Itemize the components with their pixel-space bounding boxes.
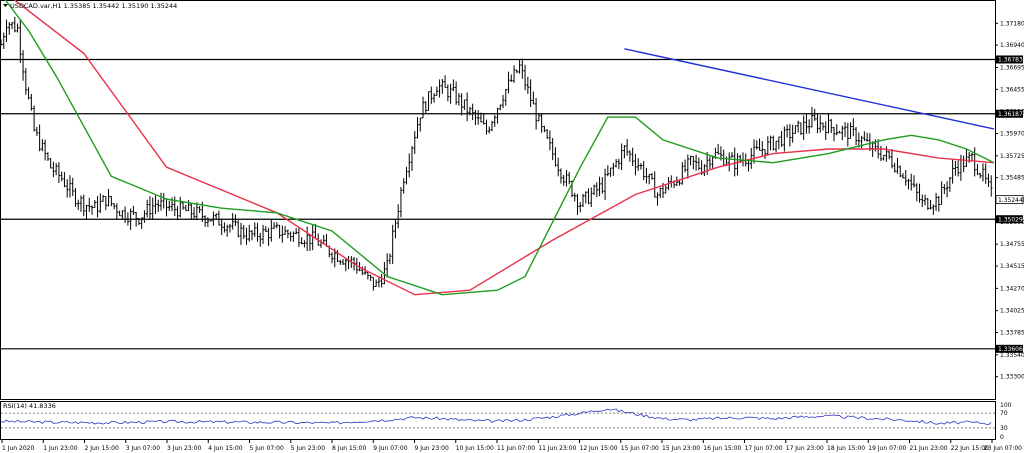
y-tick-label: 1.35485 [1000, 175, 1024, 182]
moving-average-green-line [4, 0, 995, 296]
y-tick-label: 1.34515 [1000, 263, 1024, 270]
rsi-title: RSI(14) 41.8336 [3, 402, 56, 410]
x-axis: 1 Jun 2020 1 Jun 23:00 2 Jun 15:00 3 Jun 07… [1, 440, 1022, 452]
level-badge [996, 344, 1023, 353]
symbol-header-text: USDCAD.var,H1 1.35385 1.35442 1.35190 1.… [10, 2, 177, 10]
price-bars [0, 16, 993, 291]
level-badge-label: 1.35029 [998, 216, 1023, 223]
horizontal-levels [1, 58, 995, 350]
rsi-y-tick-label: 30 [1000, 425, 1008, 432]
y-tick-label: 1.33785 [1000, 330, 1024, 337]
x-tick-label: 4 Jun 15:00 [208, 445, 242, 452]
y-tick-label: 1.33300 [1000, 374, 1024, 381]
price-badges: 1.36783 1.36187 1.35029 1.33606 1.35244 [995, 55, 1024, 353]
x-tick-label: 22 Jun 15:00 [951, 445, 989, 452]
x-tick-label: 5 Jun 07:00 [250, 445, 284, 452]
y-tick-label: 1.34025 [1000, 308, 1024, 315]
x-tick-label: 17 Jun 23:00 [786, 445, 824, 452]
x-tick-label: 8 Jun 15:00 [332, 445, 366, 452]
rsi-plot-frame [0, 401, 996, 440]
x-tick-label: 5 Jun 23:00 [291, 445, 325, 452]
x-tick-label: 2 Jun 15:00 [85, 445, 119, 452]
y-tick-label: 1.35725 [1000, 153, 1024, 160]
level-badge-label: 1.33606 [998, 346, 1023, 353]
y-tick-label: 1.36940 [1000, 42, 1024, 49]
y-tick-label: 1.37180 [1000, 20, 1024, 27]
level-badge [996, 109, 1023, 118]
chart-header: USDCAD.var,H1 1.35385 1.35442 1.35190 1.… [3, 2, 177, 10]
current-price-label: 1.35244 [998, 197, 1023, 204]
x-tick-label: 9 Jun 07:00 [373, 445, 407, 452]
level-badge-label: 1.36783 [998, 57, 1023, 64]
x-tick-label: 19 Jun 07:00 [868, 445, 906, 452]
dropdown-triangle-icon[interactable] [3, 4, 8, 7]
x-tick-label: 9 Jun 23:00 [415, 445, 449, 452]
level-badge [996, 215, 1023, 224]
trendline[interactable] [624, 48, 995, 130]
y-tick-label: 1.35970 [1000, 131, 1024, 138]
x-tick-label: 1 Jun 2020 [2, 445, 34, 452]
y-tick-label: 1.34270 [1000, 285, 1024, 292]
x-tick-label: 3 Jun 23:00 [167, 445, 201, 452]
x-tick-label: 11 Jun 23:00 [538, 445, 576, 452]
x-tick-label: 10 Jun 15:00 [456, 445, 494, 452]
y-tick-label: 1.36455 [1000, 86, 1024, 93]
moving-average-red-line [13, 0, 995, 296]
x-tick-label: 3 Jun 07:00 [126, 445, 160, 452]
indicator-lines [4, 0, 995, 296]
x-tick-label: 18 Jun 15:00 [827, 445, 865, 452]
y-tick-label: 1.36695 [1000, 64, 1024, 71]
x-tick-label: 21 Jun 23:00 [910, 445, 948, 452]
x-tick-label: 17 Jun 07:00 [745, 445, 783, 452]
x-tick-label: 16 Jun 15:00 [703, 445, 741, 452]
x-tick-label: 11 Jun 07:00 [497, 445, 535, 452]
x-tick-label: 23 Jun 07:00 [984, 445, 1022, 452]
level-badge-label: 1.36187 [998, 111, 1023, 118]
rsi-y-tick-label: 0 [1000, 434, 1004, 441]
rsi-y-tick-label: 70 [1000, 410, 1008, 417]
x-tick-label: 15 Jun 07:00 [621, 445, 659, 452]
y-tick-label: 1.34755 [1000, 241, 1024, 248]
x-tick-label: 15 Jun 23:00 [662, 445, 700, 452]
x-tick-label: 1 Jun 23:00 [43, 445, 77, 452]
current-price-badge [995, 195, 1024, 205]
rsi-y-tick-label: 100 [1000, 402, 1012, 409]
x-tick-label: 12 Jun 15:00 [580, 445, 618, 452]
rsi-line [0, 408, 992, 426]
level-badge [996, 55, 1023, 64]
y-tick-label: 1.33540 [1000, 352, 1024, 359]
